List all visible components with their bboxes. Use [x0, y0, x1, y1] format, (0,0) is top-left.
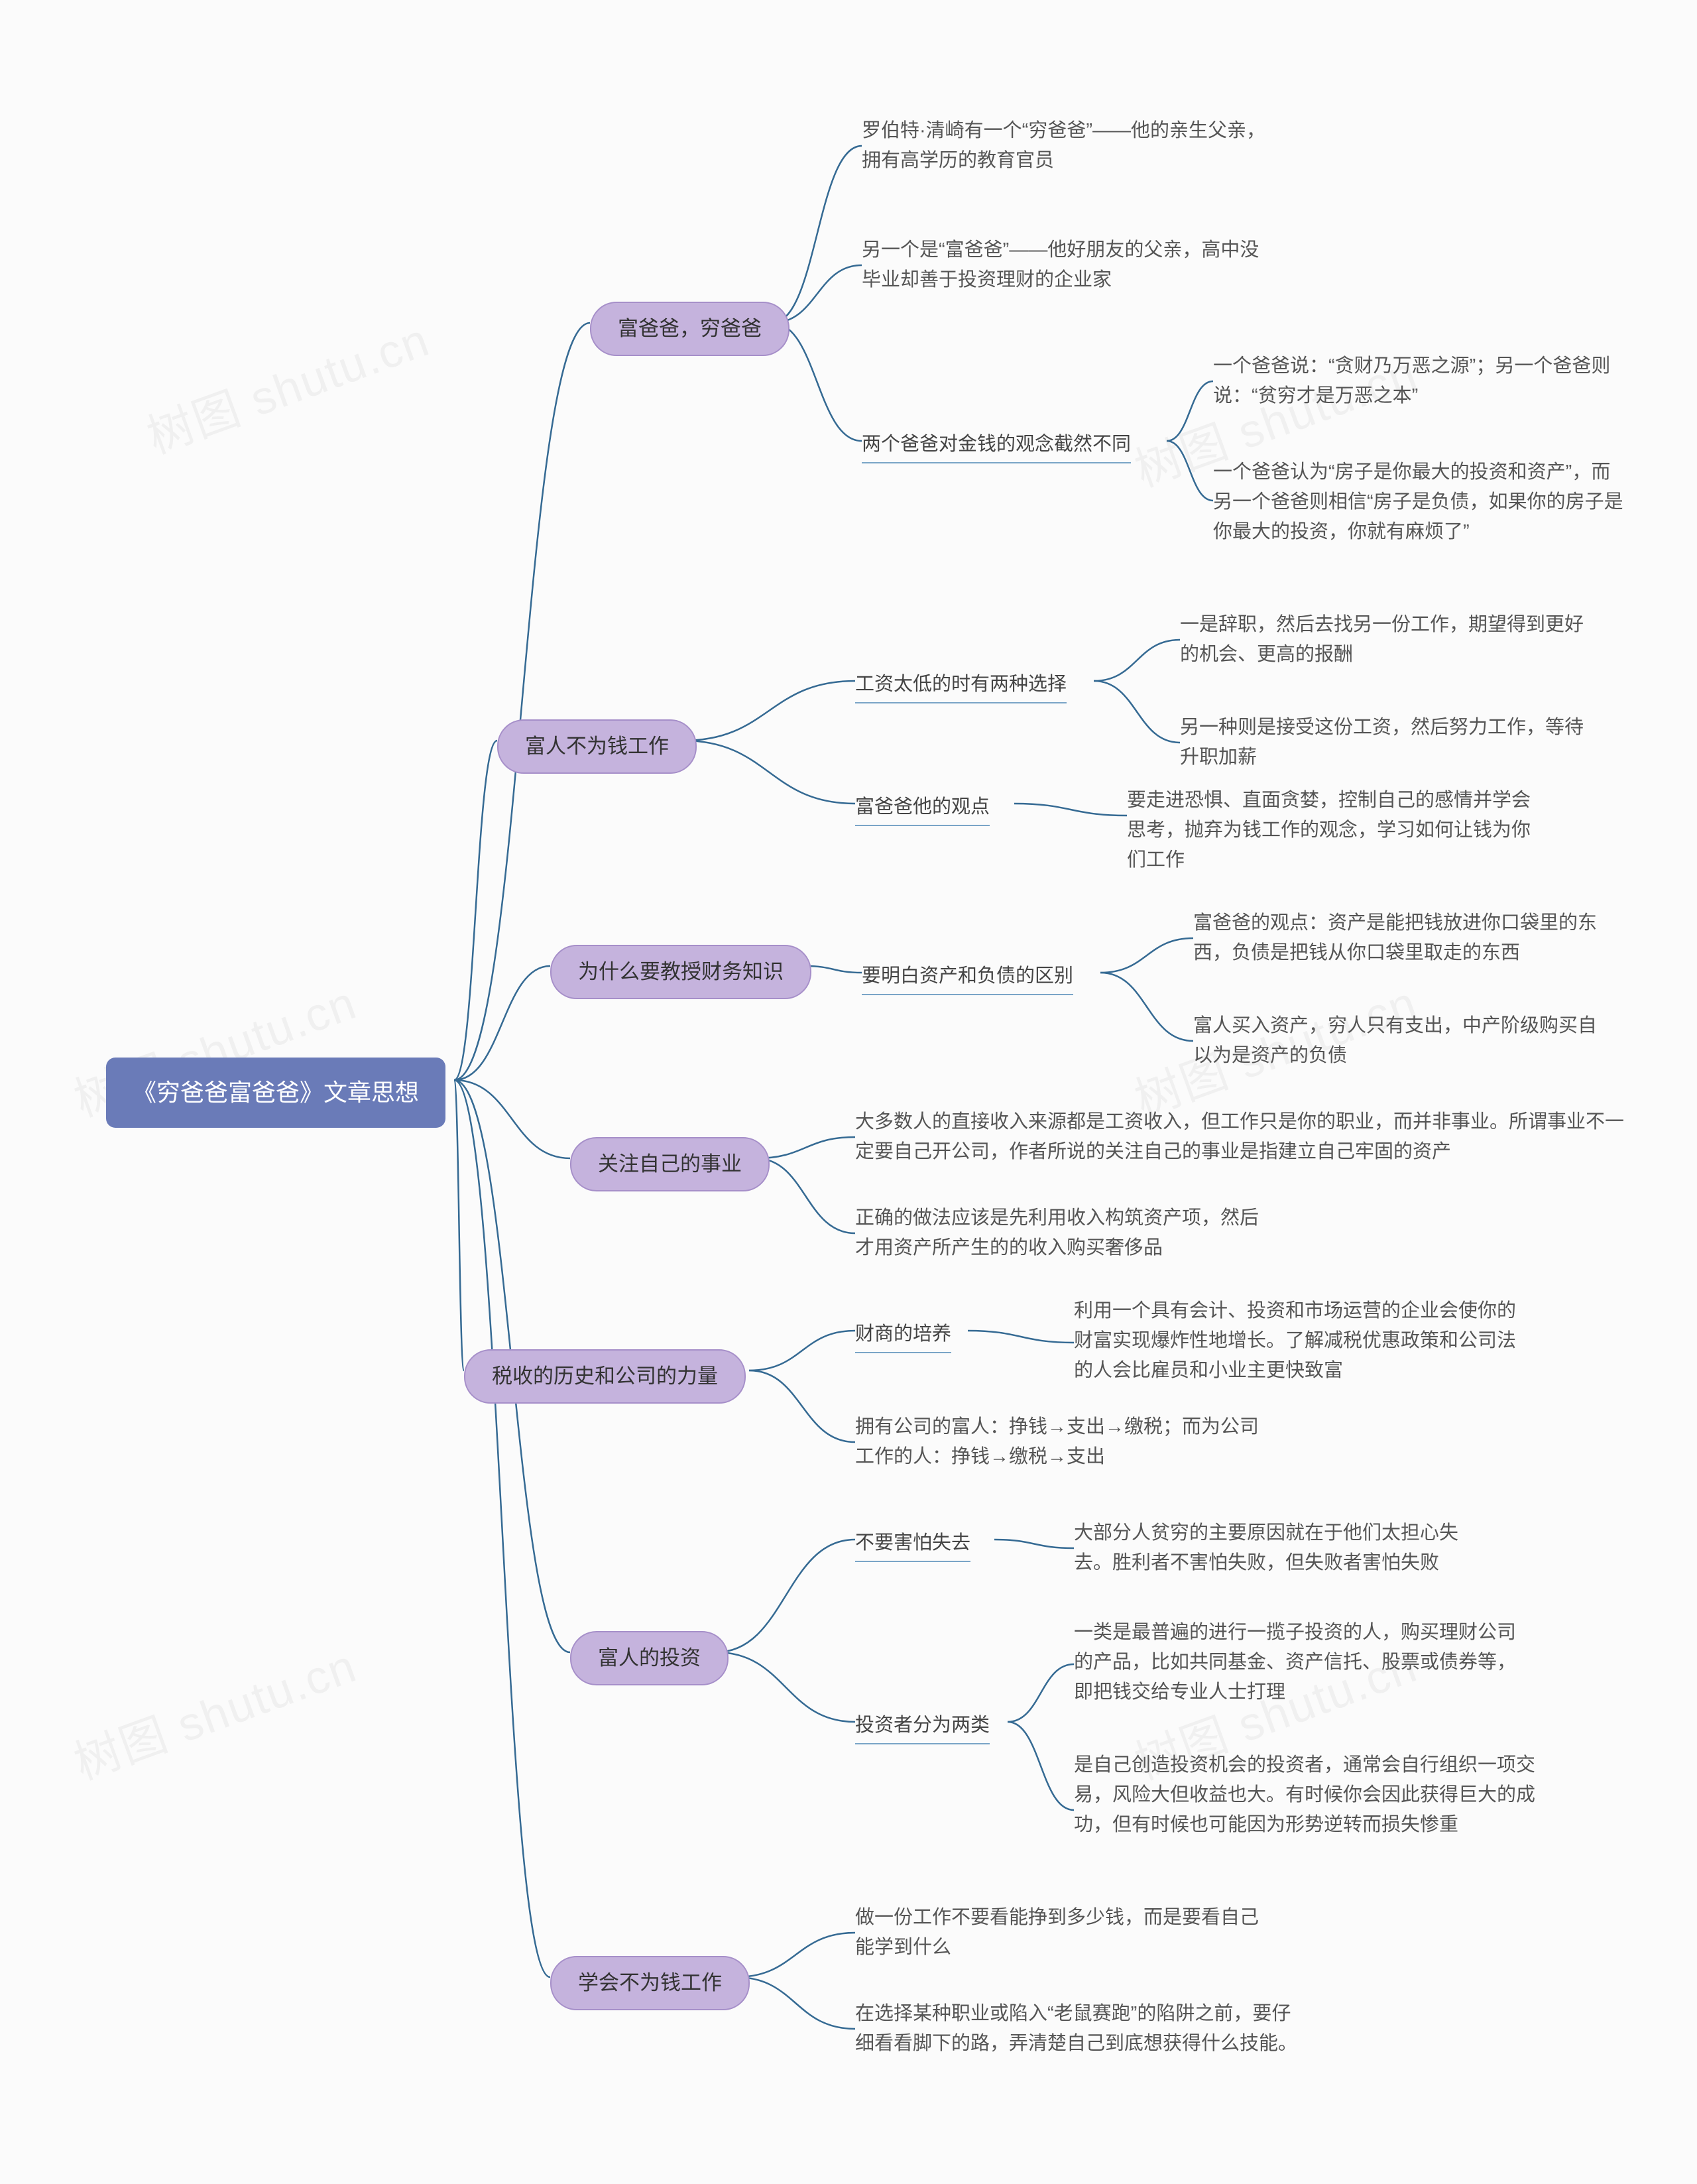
mindmap-root: 《穷爸爸富爸爸》文章思想 — [106, 1058, 445, 1128]
mindmap-leaf: 一个爸爸认为“房子是你最大的投资和资产”，而另一个爸爸则相信“房子是负债，如果你… — [1213, 457, 1624, 547]
mindmap-topic: 税收的历史和公司的力量 — [464, 1349, 746, 1404]
mindmap-sub: 要明白资产和负债的区别 — [862, 958, 1073, 995]
mindmap-sub: 财商的培养 — [855, 1316, 951, 1353]
mindmap-leaf: 在选择某种职业或陷入“老鼠赛跑”的陷阱之前，要仔细看看脚下的路，弄清楚自己到底想… — [855, 1999, 1306, 2059]
mindmap-leaf: 罗伯特·清崎有一个“穷爸爸”——他的亲生父亲，拥有高学历的教育官员 — [862, 116, 1273, 176]
mindmap-leaf: 做一份工作不要看能挣到多少钱，而是要看自己能学到什么 — [855, 1903, 1266, 1963]
mindmap-leaf: 一类是最普遍的进行一揽子投资的人，购买理财公司的产品，比如共同基金、资产信托、股… — [1074, 1618, 1525, 1707]
mindmap-leaf: 拥有公司的富人：挣钱→支出→缴税；而为公司工作的人：挣钱→缴税→支出 — [855, 1412, 1266, 1472]
mindmap-topic: 富人不为钱工作 — [497, 719, 697, 774]
mindmap-leaf: 一是辞职，然后去找另一份工作，期望得到更好的机会、更高的报酬 — [1180, 610, 1591, 670]
mindmap-topic: 学会不为钱工作 — [550, 1956, 750, 2010]
mindmap-leaf: 正确的做法应该是先利用收入构筑资产项，然后才用资产所产生的的收入购买奢侈品 — [855, 1203, 1266, 1263]
mindmap-leaf: 利用一个具有会计、投资和市场运营的企业会使你的财富实现爆炸性地增长。了解减税优惠… — [1074, 1296, 1525, 1386]
mindmap-sub: 富爸爸他的观点 — [855, 789, 990, 826]
mindmap-leaf: 大部分人贫穷的主要原因就在于他们太担心失去。胜利者不害怕失败，但失败者害怕失败 — [1074, 1518, 1485, 1578]
mindmap-topic: 关注自己的事业 — [570, 1137, 770, 1191]
mindmap-sub: 工资太低的时有两种选择 — [855, 666, 1067, 703]
mindmap-leaf: 大多数人的直接收入来源都是工资收入，但工作只是你的职业，而并非事业。所谓事业不一… — [855, 1107, 1637, 1167]
mindmap-leaf: 另一个是“富爸爸”——他好朋友的父亲，高中没毕业却善于投资理财的企业家 — [862, 235, 1273, 295]
mindmap-leaf: 要走进恐惧、直面贪婪，控制自己的感情并学会思考，抛弃为钱工作的观念，学习如何让钱… — [1127, 786, 1538, 875]
mindmap-leaf: 一个爸爸说：“贪财乃万恶之源”；另一个爸爸则说：“贫穷才是万恶之本” — [1213, 351, 1624, 411]
mindmap-sub: 两个爸爸对金钱的观念截然不同 — [862, 426, 1131, 463]
mindmap-leaf: 富人买入资产，穷人只有支出，中产阶级购买自以为是资产的负债 — [1193, 1011, 1604, 1071]
mindmap-topic: 富爸爸，穷爸爸 — [590, 302, 790, 356]
mindmap-leaf: 另一种则是接受这份工资，然后努力工作，等待升职加薪 — [1180, 713, 1591, 772]
mindmap-leaf: 是自己创造投资机会的投资者，通常会自行组织一项交易，风险大但收益也大。有时候你会… — [1074, 1750, 1538, 1840]
mindmap-topic: 富人的投资 — [570, 1631, 729, 1685]
mindmap-sub: 投资者分为两类 — [855, 1707, 990, 1744]
mindmap-topic: 为什么要教授财务知识 — [550, 945, 811, 999]
mindmap-leaf: 富爸爸的观点：资产是能把钱放进你口袋里的东西，负债是把钱从你口袋里取走的东西 — [1193, 908, 1604, 968]
mindmap-sub: 不要害怕失去 — [855, 1525, 970, 1562]
